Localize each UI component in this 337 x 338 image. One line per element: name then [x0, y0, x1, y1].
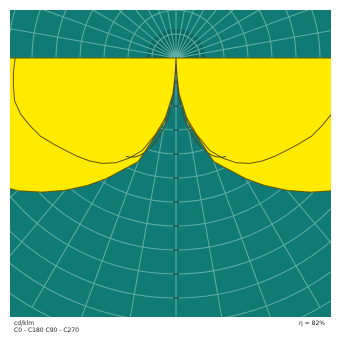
- grid-radial-line: [91, 10, 177, 59]
- unit-label: cd/klm: [14, 320, 35, 327]
- footer: cd/klm C0 - C180 C90 - C270 η = 82%: [10, 320, 327, 336]
- grid-radial-line: [147, 10, 177, 59]
- grid-radial-line: [157, 10, 177, 59]
- grid-radial-line: [167, 10, 177, 59]
- efficiency-label: η = 82%: [299, 320, 325, 327]
- grid-radial-line: [175, 10, 185, 59]
- footer-legend: cd/klm C0 - C180 C90 - C270: [14, 320, 79, 334]
- grid-radial-line: [175, 10, 217, 59]
- luminous-distribution-curves: [10, 57, 331, 193]
- grid-radial-line: [135, 10, 177, 59]
- grid-radial-line: [10, 28, 177, 59]
- curve-series-3: [125, 57, 227, 158]
- grid-radial-line: [42, 10, 177, 59]
- grid-radial-line: [175, 10, 234, 59]
- grid-radial-line: [118, 10, 177, 59]
- grid-radial-line: [175, 10, 195, 59]
- grid-radial-line: [175, 10, 205, 59]
- grid-radial-line: [175, 10, 310, 59]
- grid-radial-line: [175, 10, 261, 59]
- grid-radial-line: [175, 30, 331, 59]
- plane-labels: C0 - C180 C90 - C270: [14, 327, 79, 334]
